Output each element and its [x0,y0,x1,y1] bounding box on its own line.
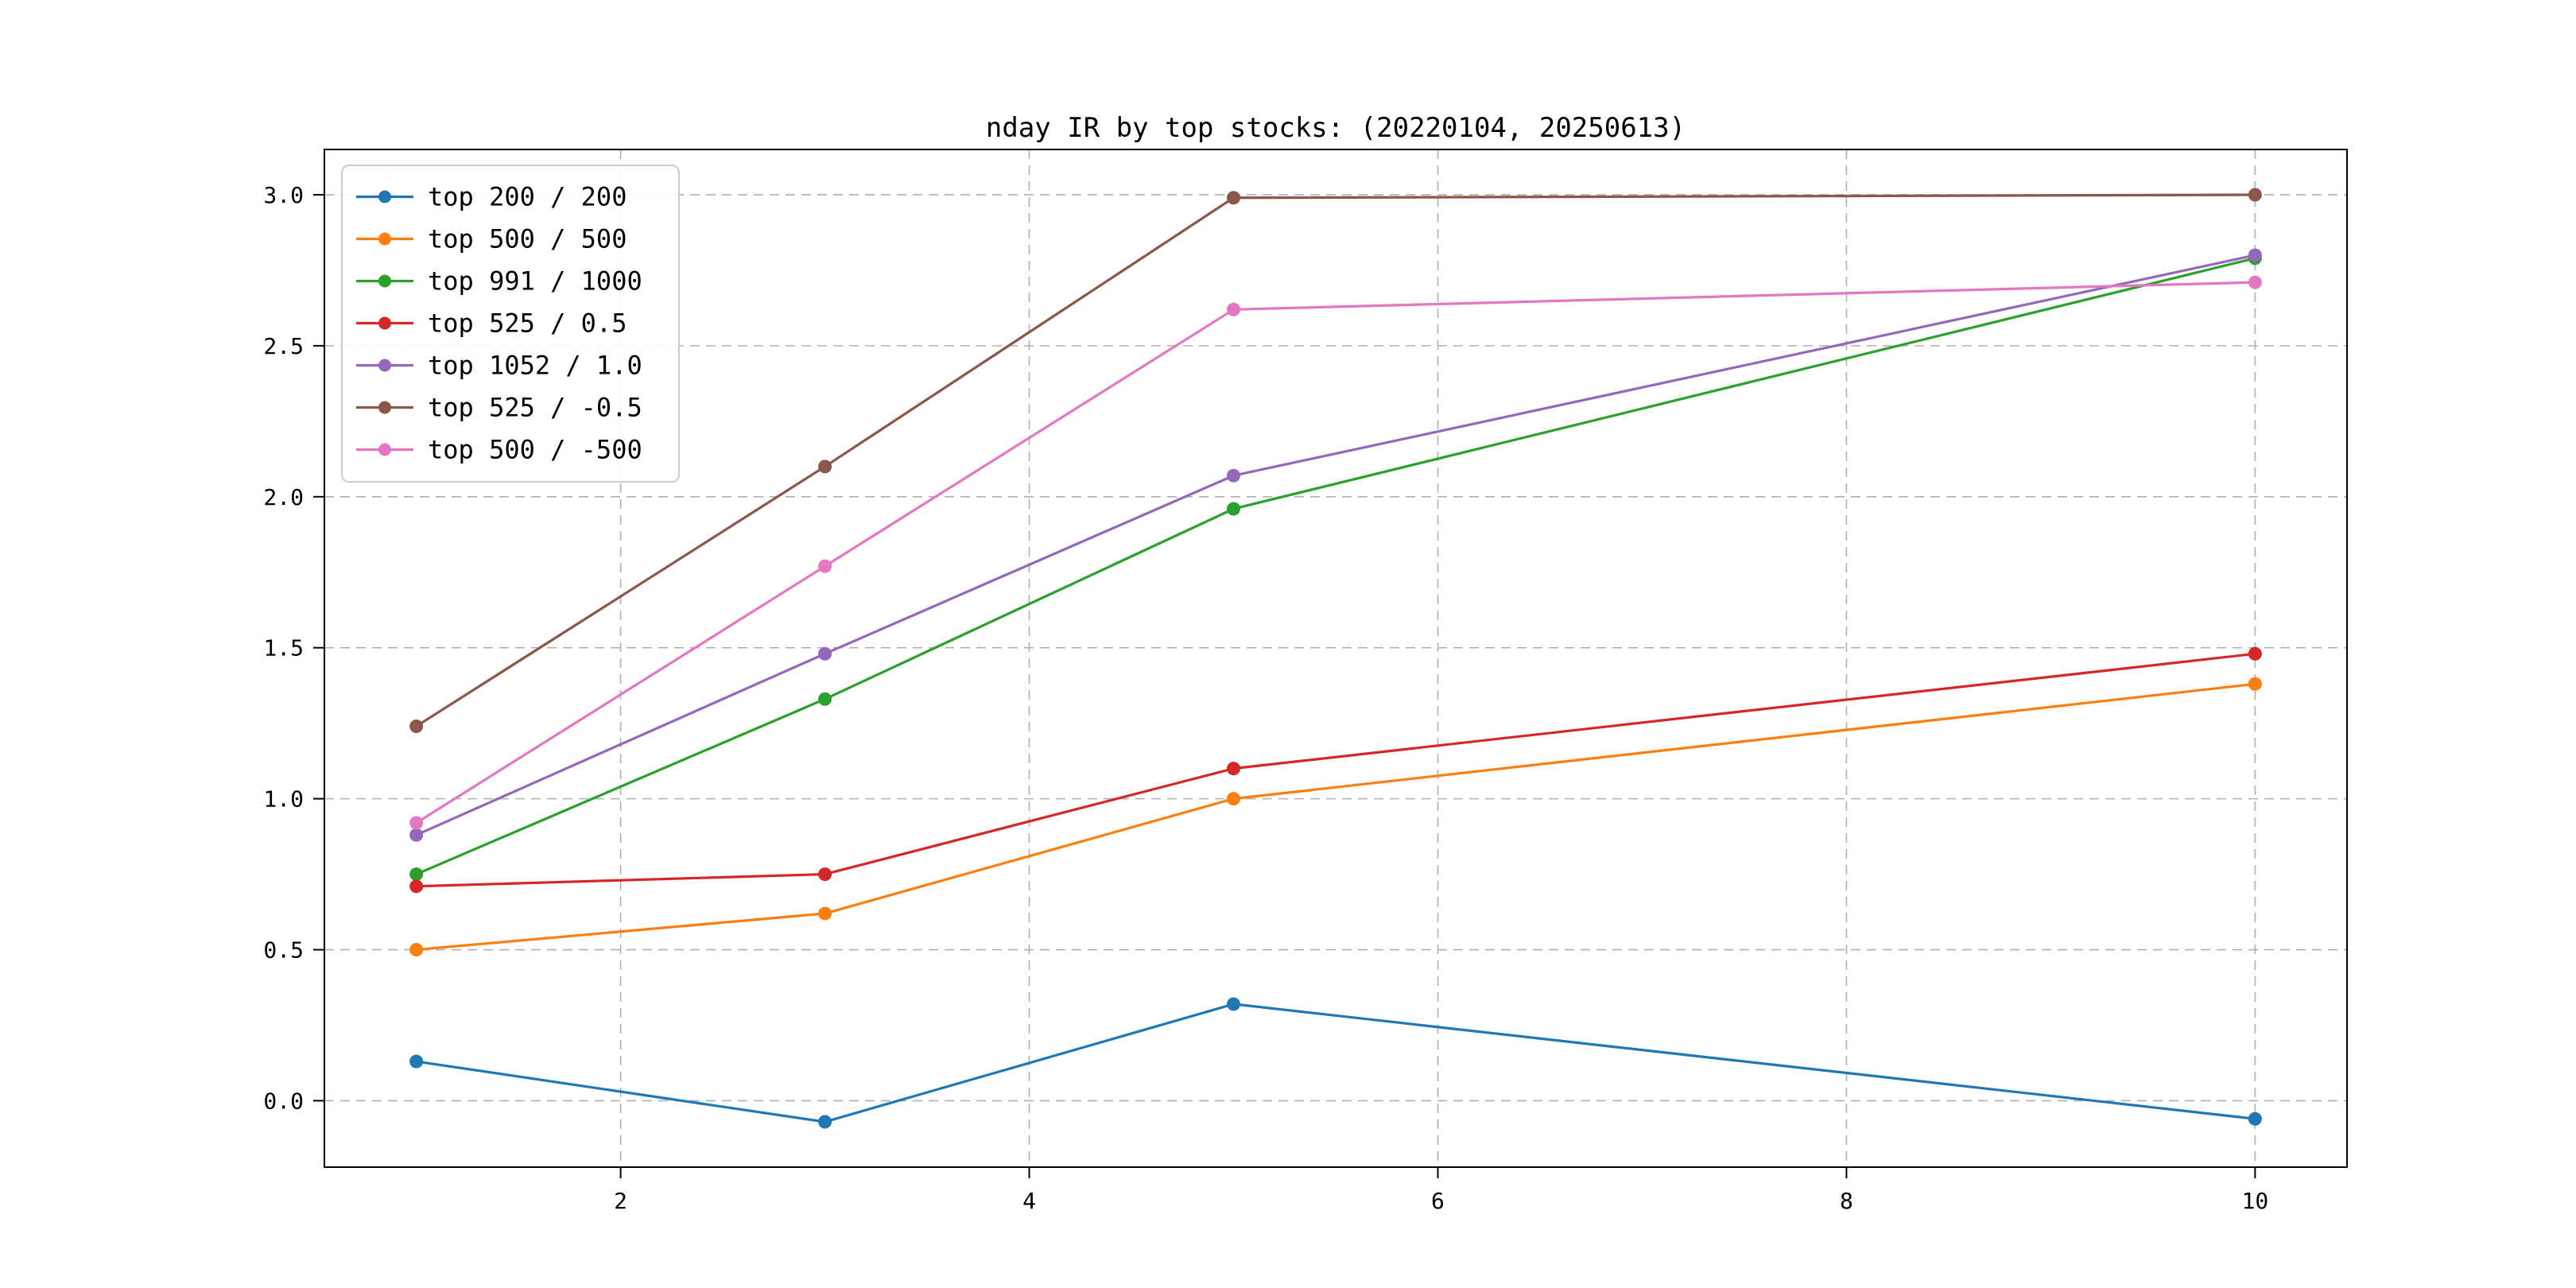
legend-label: top 200 / 200 [428,182,627,212]
series-marker [2248,1111,2262,1126]
series-marker [818,460,832,474]
series-marker [1227,792,1241,806]
legend: top 200 / 200 top 500 / 500 top 991 / 1000… [341,165,680,483]
legend-marker-sample [378,359,391,372]
series-marker [409,816,424,830]
y-tick-label: 2.0 [263,484,304,510]
legend-entry: top 500 / 500 [356,224,627,254]
series-line [416,257,2256,876]
series-marker [2248,677,2262,691]
y-tick-label: 1.5 [263,635,304,661]
series-marker [1227,191,1241,205]
series-marker [818,906,832,921]
series-marker [1227,997,1241,1011]
legend-label: top 500 / 500 [428,224,627,254]
chart-title: nday IR by top stocks: (20220104, 202506… [986,112,1686,144]
series-marker [409,943,424,957]
series-marker [409,719,424,733]
legend-marker-sample [378,190,391,204]
x-tick-label: 2 [614,1188,627,1214]
legend-marker-sample [378,401,391,414]
legend-marker-sample [378,316,391,330]
series-marker [818,692,832,706]
series-marker [818,646,832,661]
legend-box [341,165,680,483]
legend-entry: top 525 / 0.5 [356,308,627,339]
x-tick-label: 8 [1840,1188,1853,1214]
legend-label: top 525 / -0.5 [428,393,642,423]
series-marker [2248,188,2262,202]
legend-entry: top 1052 / 1.0 [356,351,642,381]
series-line [415,193,2256,727]
series-marker [2248,275,2262,289]
series-line [415,254,2256,836]
legend-entry: top 525 / -0.5 [356,393,642,423]
legend-marker-sample [378,443,391,456]
series-marker [818,559,832,573]
x-tick-label: 10 [2242,1188,2269,1214]
legend-entry: top 991 / 1000 [356,266,642,297]
y-tick-label: 1.0 [263,786,304,813]
series-layer [409,188,2262,1129]
y-tick-label: 0.0 [263,1088,304,1114]
series-line [416,652,2256,888]
legend-label: top 525 / 0.5 [428,308,627,339]
series-line [415,281,2256,824]
series-marker [818,867,832,882]
series-marker [2248,248,2262,262]
legend-label: top 1052 / 1.0 [428,351,642,381]
series-marker [409,828,424,842]
plot-border [324,149,2348,1168]
legend-marker-sample [378,274,391,288]
legend-marker-sample [378,232,391,246]
series-marker [409,1054,424,1069]
series-marker [1227,468,1241,483]
y-tick-label: 0.5 [263,937,304,964]
series-line [416,1003,2256,1123]
series-marker [818,1115,832,1129]
x-tick-label: 6 [1431,1188,1445,1214]
y-tick-label: 2.5 [263,333,304,359]
legend-entry: top 200 / 200 [356,182,627,212]
legend-label: top 991 / 1000 [428,266,642,297]
series-marker [1227,762,1241,776]
series-marker [2248,646,2262,661]
legend-entry: top 500 / -500 [356,435,642,465]
x-tick-label: 4 [1022,1188,1036,1214]
series-marker [1227,302,1241,316]
series-marker [1227,502,1241,516]
y-tick-label: 3.0 [263,182,304,208]
series-line [416,682,2256,952]
series-marker [409,879,424,894]
legend-label: top 500 / -500 [428,435,642,465]
axes-layer: 0.0 0.5 1.0 1.5 2.0 2.5 3.0 2 4 6 8 10 [263,149,2348,1214]
series-marker [409,867,424,882]
